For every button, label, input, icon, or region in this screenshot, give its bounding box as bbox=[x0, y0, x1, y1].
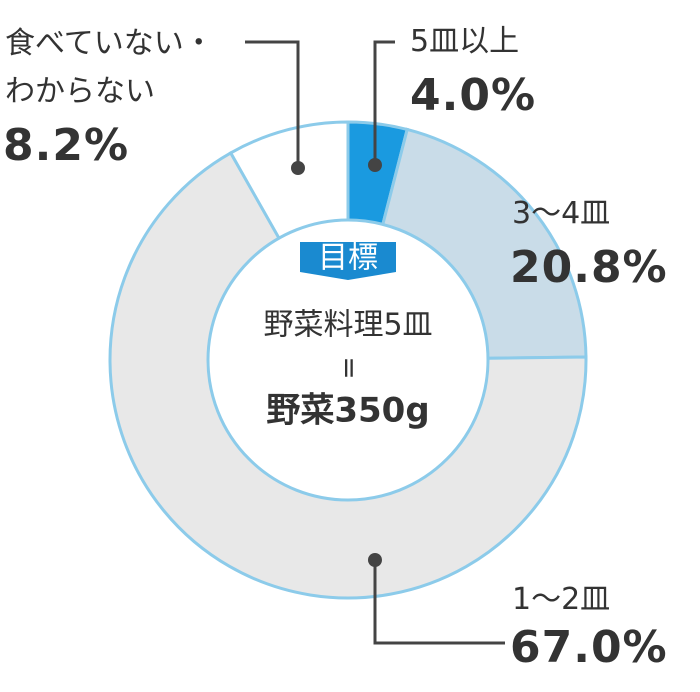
value-label: 67.0% bbox=[510, 622, 668, 673]
badge-bg bbox=[300, 242, 396, 280]
value-label: 8.2% bbox=[3, 120, 130, 171]
category-label: 5皿以上 bbox=[410, 24, 520, 59]
donut-hole bbox=[206, 218, 490, 502]
center-line: 野菜350g bbox=[266, 391, 429, 431]
category-label: 1〜2皿 bbox=[512, 582, 611, 617]
leader-dots bbox=[291, 158, 382, 567]
leader-lines bbox=[245, 40, 505, 645]
category-label: 食べていない・わからない bbox=[5, 26, 214, 109]
center-line: 野菜料理5皿 bbox=[263, 308, 432, 343]
value-label: 20.8% bbox=[510, 242, 668, 293]
category-label: 3〜4皿 bbox=[512, 196, 611, 231]
value-label: 4.0% bbox=[410, 70, 537, 121]
center-equal: = bbox=[333, 356, 366, 379]
badge: 目標 bbox=[318, 241, 378, 276]
